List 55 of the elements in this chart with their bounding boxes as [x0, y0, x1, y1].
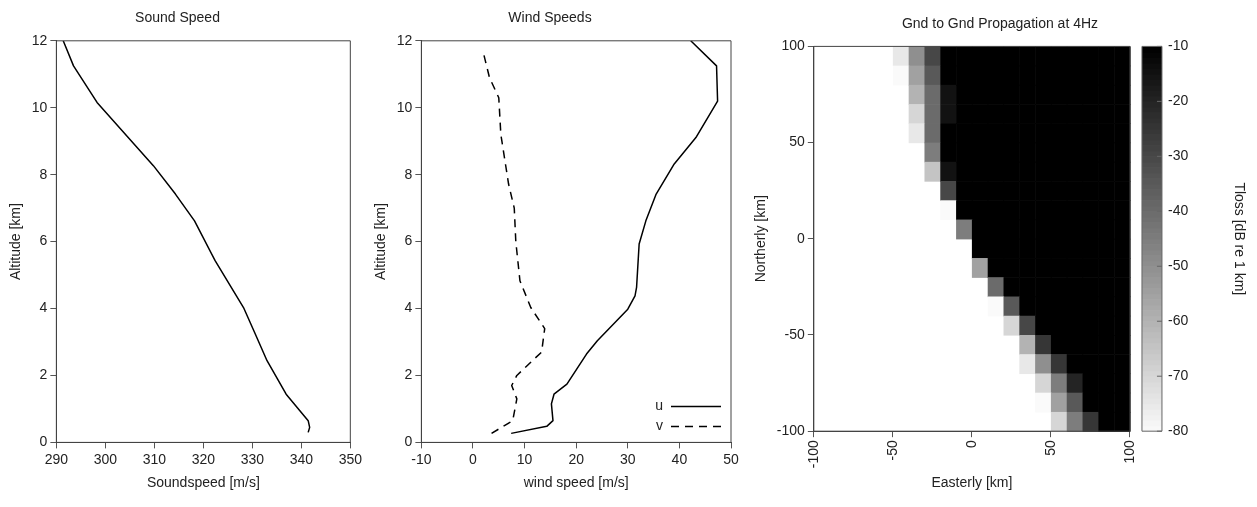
x-tick-label: 290	[44, 450, 69, 467]
x-axis-title: Soundspeed [m/s]	[146, 474, 260, 491]
x-tick-label: 10	[516, 450, 533, 467]
y-tick-label: 100	[781, 37, 806, 54]
color-bar-label: -50	[1167, 257, 1189, 274]
y-tick-label: -50	[784, 325, 806, 342]
x-tick-label: 0	[962, 439, 979, 448]
x-tick-label: 40	[671, 450, 688, 467]
x-axis-title: wind speed [m/s]	[522, 474, 629, 491]
x-tick-label: 310	[142, 450, 167, 467]
y-tick-label: 12	[396, 31, 413, 48]
x-tick-label: 350	[338, 450, 363, 467]
x-tick-label: 20	[568, 450, 585, 467]
color-bar-label: -70	[1167, 367, 1189, 384]
chart-title: Sound Speed	[135, 9, 220, 26]
y-tick-label: 6	[404, 232, 413, 249]
x-axis-title: Easterly [km]	[931, 474, 1013, 491]
x-tick-label: 300	[93, 450, 118, 467]
color-bar-title: Tloss [dB re 1 km]	[1231, 182, 1248, 296]
x-tick-label: 0	[469, 450, 478, 467]
x-tick-label: 320	[191, 450, 216, 467]
chart-title: Wind Speeds	[508, 9, 592, 26]
x-tick-label: -10	[411, 450, 432, 467]
y-tick-label: 2	[404, 366, 413, 383]
y-tick-label: -100	[776, 422, 806, 439]
color-bar-label: -80	[1167, 422, 1189, 439]
y-tick-label: 50	[789, 133, 806, 150]
x-tick-label: 340	[289, 450, 314, 467]
color-bar-label: -30	[1167, 147, 1189, 164]
y-axis-title: Northerly [km]	[752, 195, 769, 283]
x-tick-label: -50	[883, 439, 900, 461]
y-tick-label: 2	[39, 366, 48, 383]
y-tick-label: 10	[31, 98, 48, 115]
y-tick-label: 4	[404, 299, 413, 316]
y-tick-label: 6	[39, 232, 48, 249]
color-bar-label: -40	[1167, 202, 1189, 219]
y-tick-label: 8	[404, 165, 413, 182]
chart-title: Gnd to Gnd Propagation at 4Hz	[901, 14, 1099, 31]
color-bar-label: -20	[1167, 92, 1189, 109]
y-tick-label: 12	[31, 31, 48, 48]
color-bar-label: -10	[1167, 37, 1189, 54]
legend-label: v	[656, 417, 663, 434]
y-tick-label: 10	[396, 98, 413, 115]
y-tick-label: 0	[797, 229, 806, 246]
y-tick-label: 8	[39, 165, 48, 182]
x-tick-label: 50	[723, 450, 739, 467]
y-tick-label: 4	[39, 299, 48, 316]
x-tick-label: 100	[1120, 439, 1137, 464]
x-tick-label: 50	[1041, 439, 1058, 456]
color-bar-label: -60	[1167, 312, 1189, 329]
y-axis-title: Altitude [km]	[7, 203, 24, 281]
y-axis-title: Altitude [km]	[372, 203, 389, 281]
legend-label: u	[655, 397, 663, 414]
x-tick-label: 330	[240, 450, 265, 467]
x-tick-label: 30	[620, 450, 636, 467]
